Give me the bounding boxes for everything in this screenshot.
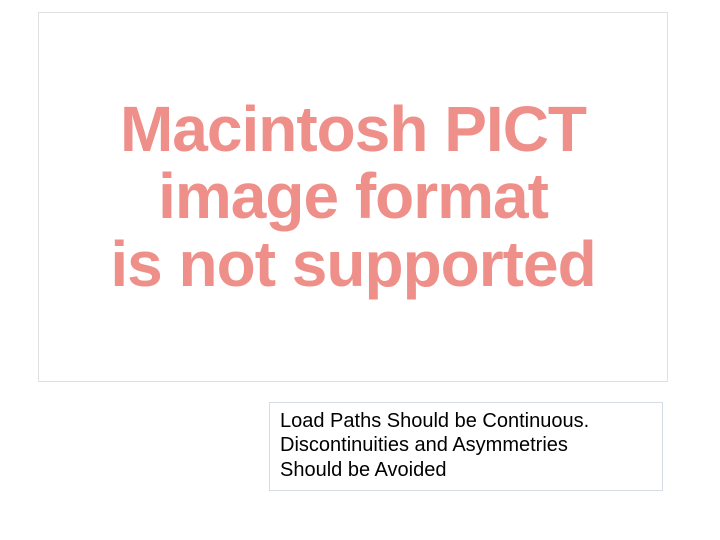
caption-line-3: Should be Avoided [280, 459, 446, 481]
caption-box: Load Paths Should be Continuous. Discont… [269, 402, 663, 491]
placeholder-line-2: image format [158, 160, 548, 232]
caption-line-1: Load Paths Should be Continuous. [280, 410, 589, 432]
image-placeholder-box: Macintosh PICT image format is not suppo… [38, 12, 668, 382]
caption-text: Load Paths Should be Continuous. Discont… [280, 409, 652, 482]
placeholder-line-3: is not supported [110, 228, 595, 300]
caption-line-2: Discontinuities and Asymmetries [280, 434, 568, 456]
image-placeholder-text: Macintosh PICT image format is not suppo… [110, 96, 595, 298]
placeholder-line-1: Macintosh PICT [120, 93, 586, 165]
